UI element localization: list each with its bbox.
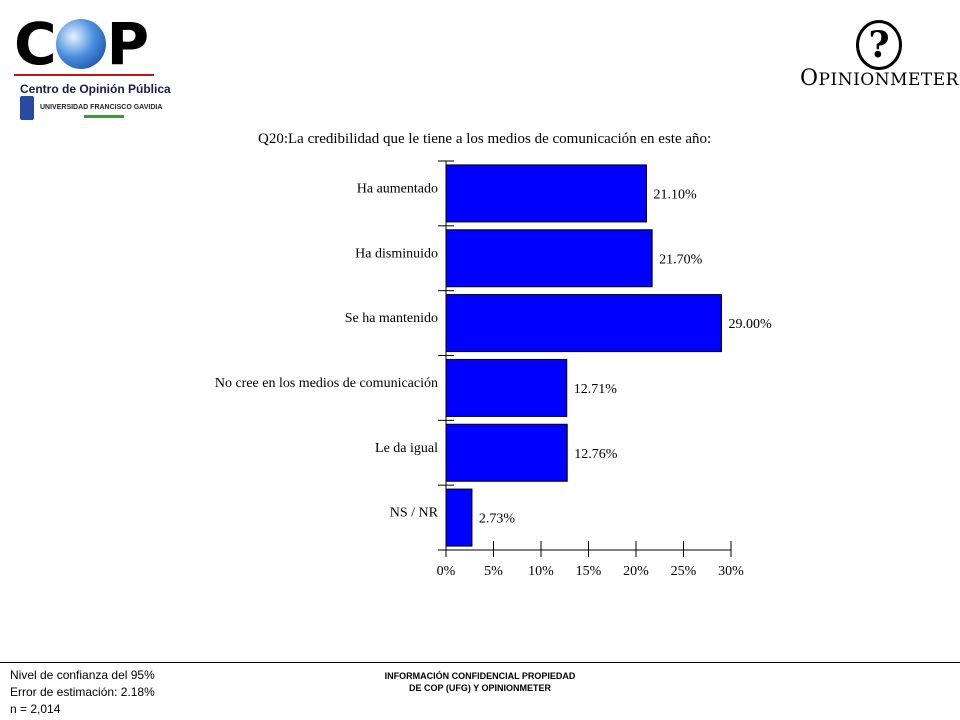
category-label: No cree en los medios de comunicación — [215, 376, 438, 391]
bar — [445, 358, 568, 417]
estimation-error: Error de estimación: 2.18% — [10, 685, 155, 699]
confidential-notice: INFORMACIÓN CONFIDENCIAL PROPIEDAD DE CO… — [330, 670, 630, 694]
cop-logo-p: P — [106, 10, 149, 78]
x-tick-label: 25% — [671, 564, 697, 579]
category-label: NS / NR — [390, 506, 439, 521]
cop-logo-c: C — [14, 10, 57, 78]
globe-icon — [55, 18, 106, 69]
bar — [445, 488, 473, 547]
opinionmeter-wordmark: OPINIONMETER — [800, 66, 959, 91]
bar — [445, 164, 647, 223]
category-label: Ha aumentado — [357, 181, 438, 196]
value-label: 12.71% — [574, 382, 618, 397]
bar — [445, 229, 653, 288]
x-tick-label: 5% — [484, 564, 503, 579]
question-mark-icon: ? — [856, 20, 902, 70]
value-label: 29.00% — [729, 317, 773, 332]
x-tick-label: 10% — [528, 564, 554, 579]
category-label: Se ha mantenido — [345, 311, 438, 326]
x-tick-label: 15% — [576, 564, 602, 579]
footer-stats: Nivel de confianza del 95% Error de esti… — [10, 667, 155, 718]
confidential-line-2: DE COP (UFG) Y OPINIONMETER — [408, 683, 552, 693]
footer-divider — [0, 662, 960, 663]
cop-subtitle: Centro de Opinión Pública — [20, 82, 171, 96]
x-tick-label: 30% — [718, 564, 744, 579]
logo-accent-bar — [84, 115, 124, 118]
opinionmeter-logo: ? OPINIONMETER — [800, 20, 960, 100]
confidence-level: Nivel de confianza del 95% — [10, 668, 155, 682]
university-name: UNIVERSIDAD FRANCISCO GAVIDIA — [40, 104, 163, 111]
category-label: Ha disminuido — [355, 246, 438, 261]
value-label: 21.70% — [659, 252, 703, 267]
ufg-crest-icon — [20, 96, 34, 120]
confidential-line-1: INFORMACIÓN CONFIDENCIAL PROPIEDAD — [384, 671, 576, 681]
chart-title: Q20:La credibilidad que le tiene a los m… — [258, 131, 712, 147]
category-label: Le da igual — [375, 441, 438, 456]
opinionmeter-rest: PINIONMETER — [818, 70, 959, 90]
opinionmeter-initial: O — [800, 66, 819, 91]
bar — [445, 294, 722, 353]
x-tick-label: 20% — [623, 564, 649, 579]
value-label: 2.73% — [479, 512, 516, 527]
sample-size: n = 2,014 — [10, 702, 61, 716]
value-label: 21.10% — [653, 187, 697, 202]
value-label: 12.76% — [574, 447, 618, 462]
logo-divider — [14, 74, 154, 76]
x-tick-label: 0% — [437, 564, 456, 579]
bar — [445, 423, 568, 482]
